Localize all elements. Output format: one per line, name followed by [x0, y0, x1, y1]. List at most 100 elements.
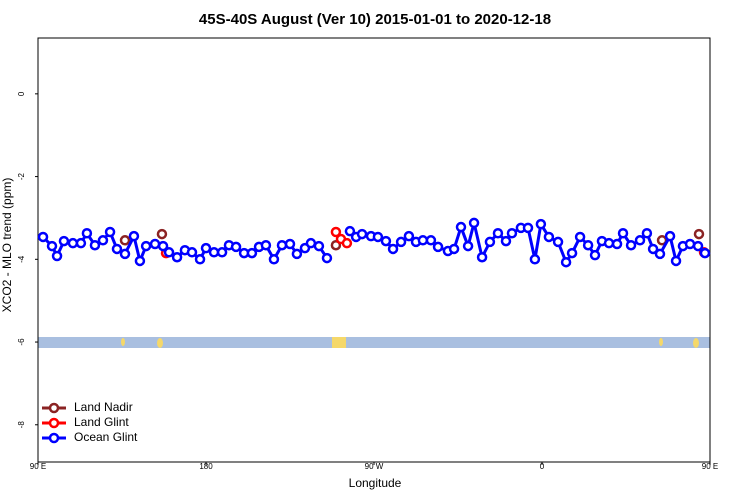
- data-point: [344, 225, 356, 237]
- data-point: [552, 236, 564, 248]
- data-point: [641, 227, 653, 239]
- data-point: [149, 238, 161, 250]
- data-point: [692, 240, 704, 252]
- land-spot: [659, 338, 663, 346]
- data-point: [432, 241, 444, 253]
- y-tick-label: -8: [17, 421, 26, 429]
- data-point: [670, 255, 682, 267]
- data-point: [111, 243, 123, 255]
- data-point: [81, 227, 93, 239]
- data-point: [246, 247, 258, 259]
- data-point: [171, 251, 183, 263]
- data-point: [693, 228, 705, 240]
- y-tick-label: -6: [17, 338, 26, 346]
- x-axis-label: Longitude: [349, 476, 402, 490]
- data-point: [119, 248, 131, 260]
- data-point: [89, 239, 101, 251]
- data-point: [216, 247, 228, 258]
- data-point: [330, 226, 342, 238]
- data-point: [356, 228, 368, 240]
- chart-title: 45S-40S August (Ver 10) 2015-01-01 to 20…: [199, 11, 551, 28]
- data-point: [529, 254, 541, 265]
- data-point: [506, 227, 518, 239]
- y-tick-label: 0: [17, 91, 26, 96]
- x-tick-label: 0: [540, 462, 545, 471]
- data-point: [582, 239, 594, 251]
- data-point: [380, 235, 392, 247]
- data-point: [500, 235, 512, 247]
- data-point: [492, 227, 504, 239]
- data-point: [484, 236, 496, 248]
- data-point: [372, 231, 384, 243]
- series: [119, 228, 705, 251]
- data-point: [97, 235, 109, 246]
- data-point: [157, 240, 169, 252]
- legend-label: Ocean Glint: [74, 430, 138, 444]
- data-point: [522, 222, 534, 234]
- x-tick-label: 90 W: [365, 462, 384, 471]
- legend-marker: [48, 432, 60, 444]
- data-point: [51, 250, 63, 262]
- data-point: [625, 239, 637, 251]
- data-point: [260, 239, 272, 251]
- data-point: [194, 254, 206, 265]
- data-point: [140, 240, 152, 252]
- data-point: [156, 228, 168, 240]
- land-ocean-strip: [38, 337, 710, 348]
- x-tick-label: 90 E: [702, 462, 718, 471]
- data-point: [611, 238, 623, 250]
- data-point: [699, 247, 711, 259]
- data-point: [321, 252, 333, 264]
- data-point: [46, 240, 58, 252]
- legend-label: Land Nadir: [74, 400, 133, 414]
- data-point: [200, 242, 212, 254]
- data-point: [403, 230, 415, 242]
- data-point: [566, 247, 578, 259]
- data-point: [37, 231, 49, 243]
- data-point: [603, 237, 615, 249]
- data-point: [395, 236, 407, 248]
- land-spot: [332, 337, 346, 348]
- data-point: [634, 235, 646, 246]
- data-point: [560, 256, 572, 268]
- data-point: [448, 243, 460, 255]
- data-point: [455, 221, 467, 233]
- y-tick-label: -2: [17, 172, 26, 180]
- data-point: [284, 238, 296, 250]
- land-spot: [157, 338, 163, 348]
- data-point: [462, 240, 474, 252]
- data-point: [291, 248, 303, 260]
- data-point: [425, 235, 437, 246]
- data-point: [75, 237, 87, 249]
- data-point: [313, 240, 325, 252]
- data-point: [387, 243, 399, 255]
- data-point: [163, 247, 175, 258]
- data-point: [119, 235, 131, 246]
- data-point: [589, 249, 601, 261]
- data-point: [647, 243, 659, 255]
- land-spot: [121, 338, 125, 346]
- data-point: [341, 237, 353, 249]
- data-point: [468, 217, 480, 229]
- data-point: [230, 241, 242, 253]
- data-point: [128, 230, 140, 242]
- series: [37, 217, 711, 268]
- y-tick-label: -4: [17, 255, 26, 263]
- data-point: [186, 247, 198, 258]
- legend-marker: [48, 402, 60, 414]
- data-point: [574, 231, 586, 243]
- data-point: [134, 255, 146, 267]
- data-point: [476, 251, 488, 263]
- legend-label: Land Glint: [74, 415, 129, 429]
- data-point: [276, 239, 288, 251]
- data-point: [535, 218, 547, 230]
- data-point: [654, 248, 666, 260]
- x-tick-label: 180: [199, 462, 213, 471]
- data-point: [268, 254, 280, 265]
- data-point: [543, 231, 555, 243]
- land-spot: [693, 338, 699, 348]
- data-point: [617, 227, 629, 239]
- legend-marker: [48, 417, 60, 429]
- x-tick-label: 90 E: [30, 462, 46, 471]
